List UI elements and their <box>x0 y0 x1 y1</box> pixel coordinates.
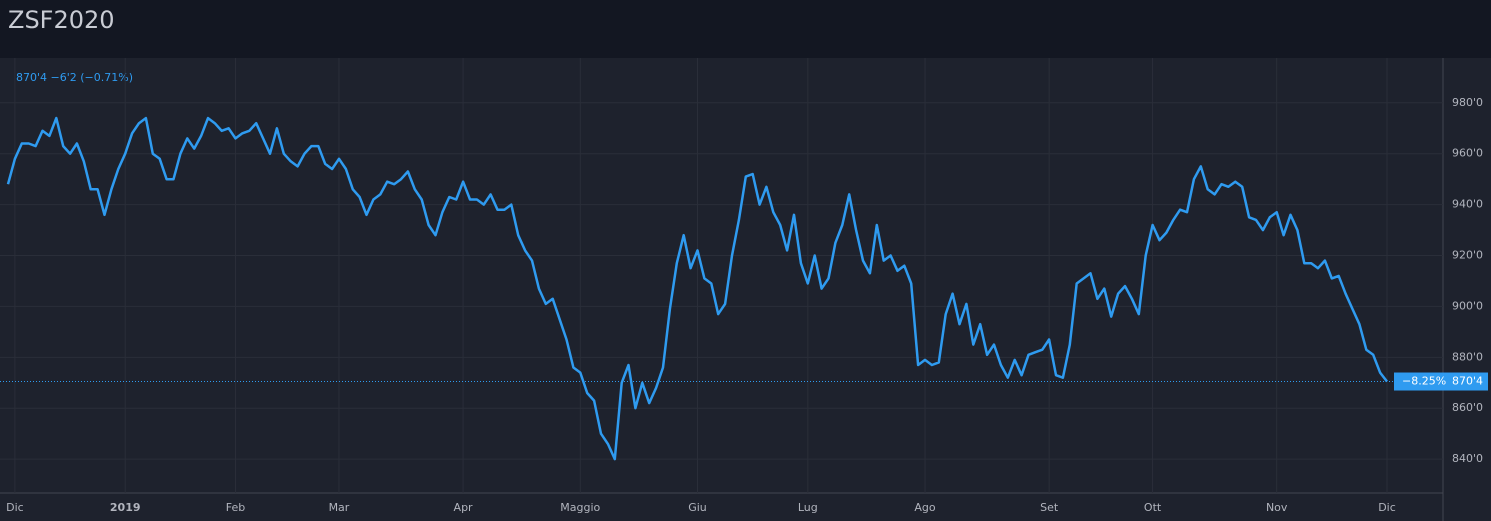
x-tick-label: Giu <box>688 501 707 514</box>
change-pct-label: −8.25% <box>1402 375 1446 388</box>
y-tick-label: 940'0 <box>1452 198 1483 211</box>
y-tick-label: 860'0 <box>1452 401 1483 414</box>
chart-title: ZSF2020 <box>8 6 115 34</box>
x-tick-label: Dic <box>6 501 24 514</box>
last-price-box <box>1394 372 1488 391</box>
x-tick-label: Apr <box>454 501 474 514</box>
x-tick-label: Feb <box>226 501 245 514</box>
x-tick-label: Nov <box>1266 501 1288 514</box>
price-line <box>6 116 1388 461</box>
x-tick-label: Dic <box>1378 501 1396 514</box>
y-tick-label: 980'0 <box>1452 96 1483 109</box>
x-tick-label: Mar <box>329 501 350 514</box>
x-tick-label: Set <box>1040 501 1059 514</box>
y-tick-label: 880'0 <box>1452 350 1483 363</box>
last-price-label: 870'4 <box>1452 375 1483 388</box>
y-tick-label: 900'0 <box>1452 299 1483 312</box>
x-tick-label: Maggio <box>560 501 600 514</box>
x-tick-label: Ott <box>1144 501 1162 514</box>
x-tick-label: 2019 <box>110 501 141 514</box>
y-tick-label: 840'0 <box>1452 452 1483 465</box>
x-tick-label: Ago <box>914 501 936 514</box>
y-tick-label: 920'0 <box>1452 249 1483 262</box>
x-tick-label: Lug <box>798 501 818 514</box>
chart-panel <box>0 58 1491 521</box>
y-tick-label: 960'0 <box>1452 147 1483 160</box>
status-line: 870'4 −6'2 (−0.71%) <box>16 71 133 84</box>
